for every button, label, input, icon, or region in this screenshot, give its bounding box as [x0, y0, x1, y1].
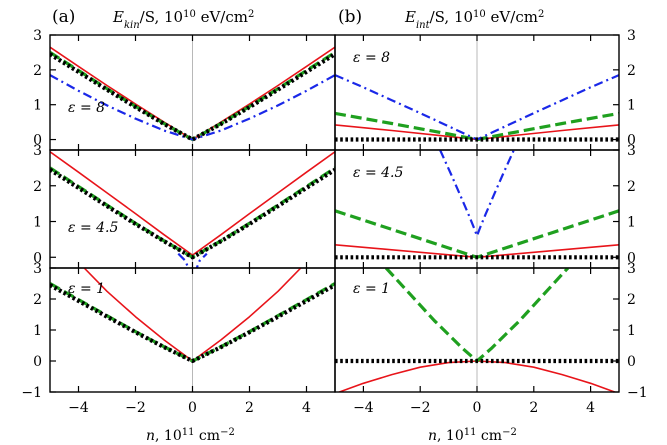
epsilon-label: ε = 4.5: [68, 220, 119, 236]
x-tick-label: −4: [68, 400, 89, 416]
y-tick-label: 0: [33, 354, 42, 370]
y-tick-label: 2: [33, 292, 42, 308]
x-tick-label: −2: [410, 400, 431, 416]
epsilon-label: ε = 8: [68, 100, 105, 116]
panel-0-1: 0 1 2 3 ε = 4.5: [33, 143, 336, 269]
panel-label-a: (a): [52, 7, 75, 27]
y-tick-label: 3: [33, 143, 42, 159]
xlabel-right: n, 1011 cm−2: [428, 427, 517, 445]
series-blue-line: [177, 252, 208, 268]
epsilon-label: ε = 1: [68, 281, 105, 297]
x-tick-label: 2: [529, 400, 538, 416]
series-blue-line: [50, 74, 335, 141]
y-tick-label: 1: [627, 215, 636, 231]
title-kin: Ekin/S, 1010 eV/cm2: [112, 8, 254, 31]
series-black-line: [50, 167, 335, 260]
y-tick-label: 3: [33, 28, 42, 44]
y-tick-label: 3: [627, 261, 636, 277]
y-tick-label: 1: [627, 98, 636, 114]
x-tick-label: −2: [125, 400, 146, 416]
y-tick-label: 3: [627, 28, 636, 44]
y-tick-label: 0: [627, 354, 636, 370]
x-tick-label: 4: [586, 400, 595, 416]
y-tick-label: 0: [33, 133, 42, 149]
epsilon-label: ε = 8: [353, 50, 390, 66]
panel-0-2: −1 0 1 2 3 −4 −2 0 2 4 ε = 1: [21, 261, 336, 416]
panel-label-b: (b): [338, 7, 362, 27]
y-tick-label: −1: [21, 385, 42, 401]
series-black-line: [50, 283, 335, 364]
y-tick-label: 2: [627, 292, 636, 308]
epsilon-label: ε = 1: [353, 281, 390, 297]
y-tick-label: 3: [627, 143, 636, 159]
y-tick-label: 0: [627, 133, 636, 149]
y-tick-label: 2: [627, 63, 636, 79]
series-black-line: [50, 52, 335, 142]
xlabel-left: n, 1011 cm−2: [146, 427, 235, 445]
x-tick-label: 0: [188, 400, 197, 416]
panel-1-0: 0 1 2 3 ε = 8: [334, 28, 636, 151]
panel-1-1: 0 1 2 3 ε = 4.5: [334, 143, 636, 269]
title-int: Eint/S, 1010 eV/cm2: [404, 8, 544, 31]
panel-1-2: −1 0 1 2 3 −4 −2 0 2 4 ε = 1: [334, 261, 648, 416]
y-tick-label: 1: [627, 323, 636, 339]
epsilon-label: ε = 4.5: [353, 165, 404, 181]
y-tick-label: 1: [33, 323, 42, 339]
y-tick-label: 1: [33, 98, 42, 114]
y-tick-label: 0: [627, 250, 636, 266]
y-tick-label: 2: [33, 179, 42, 195]
y-tick-label: 0: [33, 250, 42, 266]
y-tick-label: 1: [33, 215, 42, 231]
y-tick-label: −1: [627, 385, 648, 401]
y-tick-label: 3: [33, 261, 42, 277]
x-tick-label: 2: [245, 400, 254, 416]
y-tick-label: 2: [627, 179, 636, 195]
x-tick-label: −4: [353, 400, 374, 416]
x-tick-label: 0: [473, 400, 482, 416]
series-blue-line: [439, 150, 515, 237]
panel-0-0: 0 1 2 3 ε = 8: [33, 28, 336, 151]
x-tick-label: 4: [302, 400, 311, 416]
y-tick-label: 2: [33, 63, 42, 79]
